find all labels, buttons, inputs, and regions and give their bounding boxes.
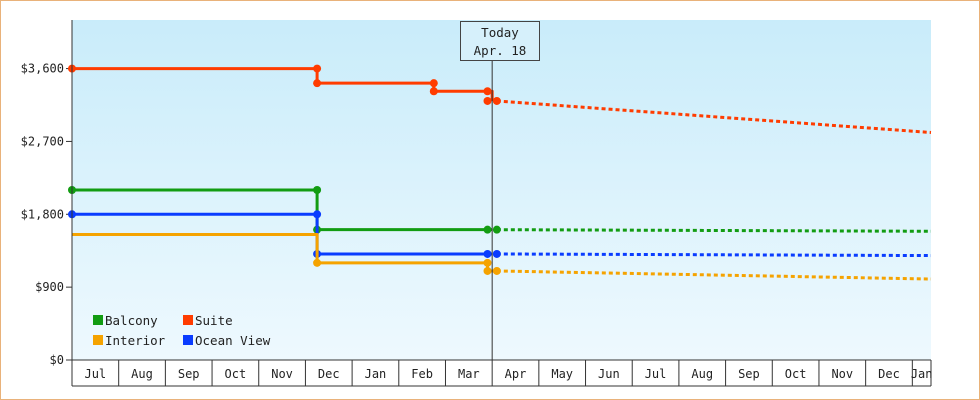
series-point-ocean-view <box>313 210 322 219</box>
x-tick-label: Jan <box>365 367 387 381</box>
x-tick-label: Feb <box>411 367 433 381</box>
x-tick-label: May <box>551 367 573 381</box>
legend-item-interior: Interior <box>93 332 183 348</box>
x-tick-label: Apr <box>505 367 527 381</box>
x-tick-label: Aug <box>131 367 153 381</box>
legend-swatch-suite <box>183 315 193 325</box>
y-tick-label: $3,600 <box>21 62 64 76</box>
series-point-balcony <box>483 225 492 234</box>
legend-label-balcony: Balcony <box>105 312 158 328</box>
legend-label-suite: Suite <box>195 312 233 328</box>
legend-swatch-interior <box>93 335 103 345</box>
series-point-interior <box>313 258 322 267</box>
x-tick-label: Mar <box>458 367 480 381</box>
series-point-balcony <box>313 186 322 194</box>
x-tick-label: Oct <box>785 367 807 381</box>
chart-legend: Balcony Suite Interior Ocean View <box>93 312 293 348</box>
legend-item-suite: Suite <box>183 312 293 328</box>
x-tick-label: Sep <box>738 367 760 381</box>
series-forecast-balcony <box>496 228 932 233</box>
series-forecast-ocean-view <box>496 252 932 258</box>
legend-item-ocean-view: Ocean View <box>183 332 293 348</box>
series-line-balcony <box>72 188 493 232</box>
series-point-suite <box>492 96 501 105</box>
series-point-interior <box>492 266 501 275</box>
today-marker-title: Today <box>481 25 519 40</box>
series-point-ocean-view <box>492 249 501 258</box>
x-tick-label: Oct <box>225 367 247 381</box>
x-tick-label: Nov <box>831 367 853 381</box>
series-point-interior <box>483 266 492 275</box>
y-tick-label: $0 <box>50 353 64 367</box>
x-tick-label: Jun <box>598 367 620 381</box>
today-marker-date: Apr. 18 <box>473 43 527 58</box>
series-forecast-interior <box>496 269 932 281</box>
x-tick-label: Aug <box>691 367 713 381</box>
series-layer <box>68 64 932 281</box>
y-tick-label: $1,800 <box>21 207 64 221</box>
x-tick-label: Jan <box>911 367 933 381</box>
series-point-balcony <box>492 225 501 234</box>
series-point-interior <box>483 258 492 267</box>
series-point-suite <box>313 64 322 73</box>
legend-item-balcony: Balcony <box>93 312 183 328</box>
series-forecast-suite <box>496 99 932 135</box>
x-tick-label: Nov <box>271 367 293 381</box>
x-tick-label: Sep <box>178 367 200 381</box>
series-point-suite <box>313 79 322 88</box>
y-tick-label: $2,700 <box>21 134 64 148</box>
legend-label-ocean-view: Ocean View <box>195 332 271 348</box>
today-marker-label: Today Apr. 18 <box>460 21 540 61</box>
x-axis-ticks: Jul Aug Sep Oct Nov Dec Jan Feb Mar Apr May Jun Jul A… <box>71 360 933 387</box>
series-point-suite <box>483 96 492 105</box>
y-axis-ticks: $0 $900 $1,800 $2,700 $3,600 <box>21 62 72 367</box>
series-point-suite <box>429 79 438 88</box>
x-tick-label: Dec <box>318 367 340 381</box>
legend-swatch-ocean-view <box>183 335 193 345</box>
x-tick-label: Dec <box>878 367 900 381</box>
series-point-suite <box>429 87 438 96</box>
x-tick-label: Jul <box>645 367 667 381</box>
legend-swatch-balcony <box>93 315 103 325</box>
series-point-suite <box>483 87 492 96</box>
y-tick-label: $900 <box>35 280 64 294</box>
x-tick-label: Jul <box>84 367 106 381</box>
legend-label-interior: Interior <box>105 332 166 348</box>
series-point-ocean-view <box>483 249 492 258</box>
